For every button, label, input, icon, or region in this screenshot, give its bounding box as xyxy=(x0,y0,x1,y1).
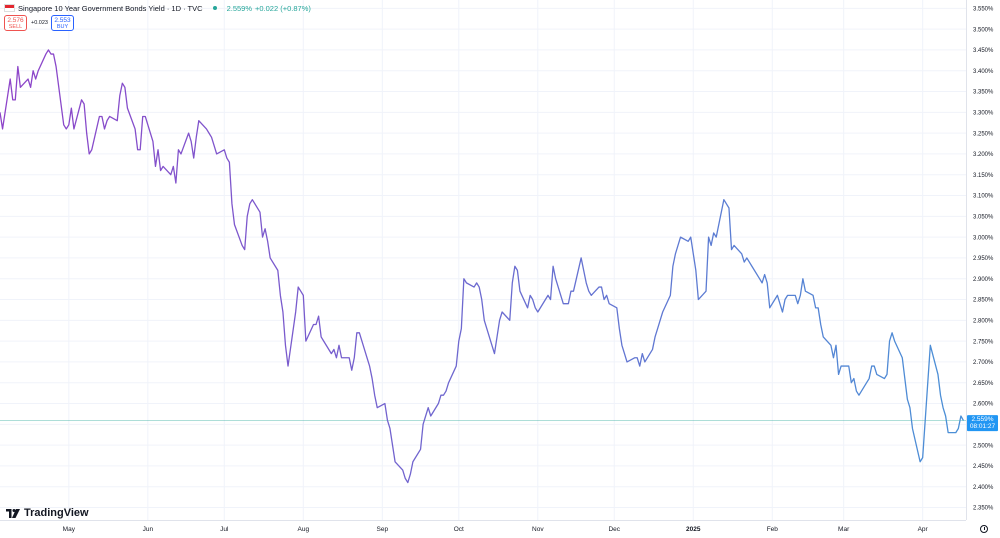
last-price-label: 2.559% 08:01:27 xyxy=(967,415,998,432)
y-tick-label: 2.800% xyxy=(973,319,994,325)
y-tick-label: 3.250% xyxy=(973,131,994,137)
vertical-gridlines xyxy=(68,0,924,520)
y-tick-label: 3.450% xyxy=(973,48,994,54)
y-tick-label: 3.000% xyxy=(973,235,994,241)
sell-label: SELL xyxy=(8,24,23,30)
symbol-legend[interactable]: Singapore 10 Year Government Bonds Yield… xyxy=(4,2,311,14)
y-tick-label: 2.950% xyxy=(973,256,994,262)
time-axis[interactable]: May Jun Jul Aug Sep Oct Nov Dec 2025 Feb Mar Apr xyxy=(63,526,929,533)
timezone-clock-icon[interactable] xyxy=(980,525,988,533)
y-tick-label: 3.500% xyxy=(973,27,994,33)
legend-price: 2.559% xyxy=(226,3,252,13)
x-tick-label: Apr xyxy=(918,526,929,533)
legend-change: +0.022 (+0.87%) xyxy=(255,3,311,13)
buy-label: BUY xyxy=(56,24,69,30)
price-axis[interactable]: 3.550% 3.500% 3.450% 3.400% 3.350% 3.300% 3.25… xyxy=(973,7,994,512)
spread-value: +0.023 xyxy=(31,20,48,26)
y-tick-label: 2.600% xyxy=(973,402,994,408)
x-tick-label: Aug xyxy=(298,526,310,533)
horizontal-gridlines xyxy=(0,7,966,509)
x-tick-label: Sep xyxy=(377,526,389,533)
tradingview-logo-icon xyxy=(6,508,20,518)
y-tick-label: 2.700% xyxy=(973,360,994,366)
buy-button[interactable]: 2.553 BUY xyxy=(51,15,74,31)
x-tick-label: Jun xyxy=(143,526,154,533)
y-tick-label: 3.350% xyxy=(973,90,994,96)
y-tick-label: 3.150% xyxy=(973,173,994,179)
x-tick-label: May xyxy=(63,526,76,533)
y-tick-label: 3.400% xyxy=(973,69,994,75)
sell-button[interactable]: 2.576 SELL xyxy=(4,15,27,31)
y-tick-label: 3.300% xyxy=(973,111,994,117)
last-price-value: 2.559% xyxy=(971,416,993,423)
y-tick-label: 3.100% xyxy=(973,194,994,200)
x-tick-label: Oct xyxy=(454,526,464,533)
brand-name: TradingView xyxy=(24,507,89,519)
x-tick-label: Mar xyxy=(838,526,850,533)
sell-price: 2.576 xyxy=(7,17,24,24)
y-tick-label: 3.200% xyxy=(973,152,994,158)
x-tick-label: Jul xyxy=(220,526,229,533)
x-tick-label: 2025 xyxy=(686,526,701,533)
x-tick-label: Dec xyxy=(608,526,620,533)
tradingview-logo[interactable]: TradingView xyxy=(6,507,89,519)
y-tick-label: 2.450% xyxy=(973,464,994,470)
singapore-flag-icon xyxy=(4,4,15,12)
yield-series-line xyxy=(0,49,965,484)
x-tick-label: Nov xyxy=(532,526,544,533)
y-tick-label: 3.550% xyxy=(973,7,994,13)
y-tick-label: 2.650% xyxy=(973,381,994,387)
y-tick-label: 2.350% xyxy=(973,506,994,512)
y-tick-label: 2.400% xyxy=(973,485,994,491)
x-tick-label: Feb xyxy=(767,526,779,533)
y-tick-label: 3.050% xyxy=(973,215,994,221)
y-tick-label: 2.750% xyxy=(973,339,994,345)
y-tick-label: 2.500% xyxy=(973,443,994,449)
y-tick-label: 2.900% xyxy=(973,277,994,283)
market-status-icon xyxy=(212,6,217,10)
buy-price: 2.553 xyxy=(54,17,71,24)
last-price-countdown: 08:01:27 xyxy=(970,423,996,430)
symbol-title: Singapore 10 Year Government Bonds Yield… xyxy=(18,3,203,13)
y-tick-label: 2.850% xyxy=(973,298,994,304)
